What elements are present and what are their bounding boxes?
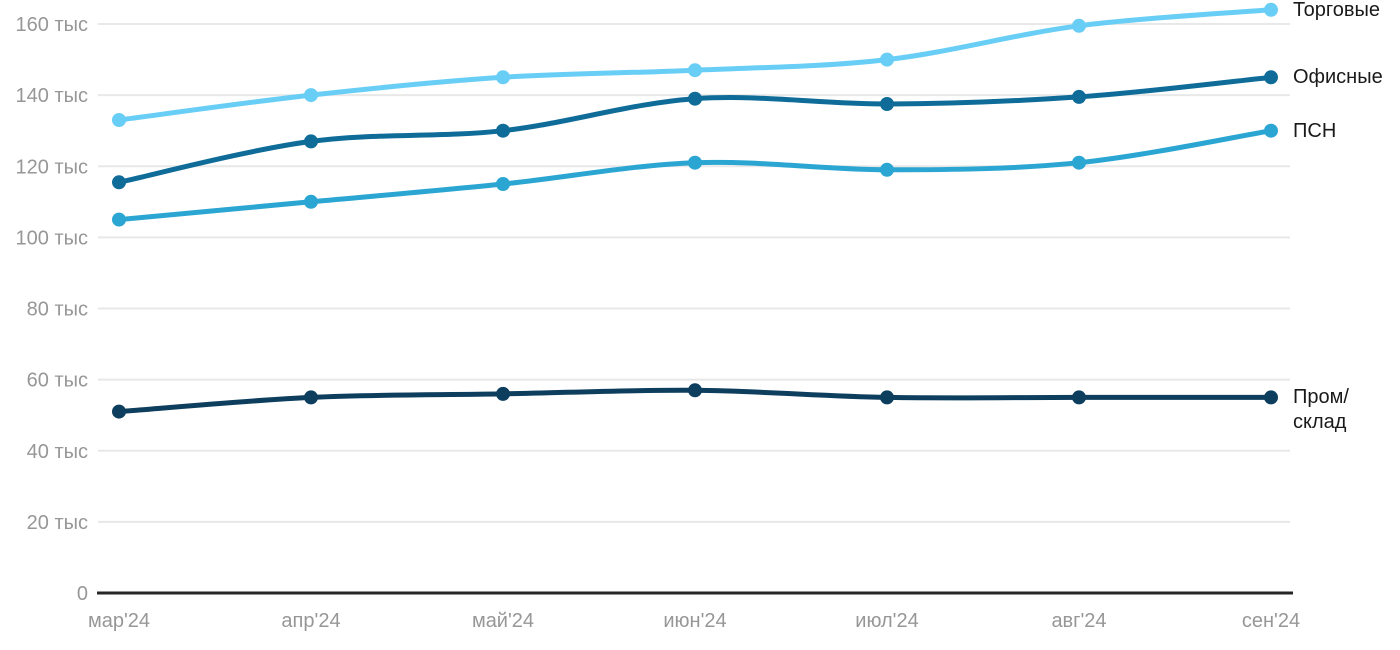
data-point [496,177,510,191]
x-tick-label: мар'24 [88,610,150,632]
data-point [880,52,894,67]
y-tick-label: 40 тыс [27,441,88,463]
data-point [688,63,702,78]
y-tick-label: 120 тыс [16,156,88,178]
y-tick-label: 0 [77,583,88,605]
data-point [688,91,702,106]
data-point [1264,70,1278,85]
y-tick-label: 100 тыс [16,227,88,249]
data-point [688,383,702,398]
x-tick-label: сен'24 [1242,610,1300,632]
x-tick-label: июл'24 [855,610,918,632]
data-point [1264,390,1278,405]
data-point [1072,155,1086,170]
y-tick-label: 80 тыс [27,299,88,321]
y-tick-label: 140 тыс [16,85,88,107]
data-point [112,113,126,127]
data-point [1072,18,1086,33]
data-point [304,390,318,405]
data-point [880,390,894,405]
data-point [880,97,894,111]
x-tick-label: май'24 [472,610,534,632]
data-point [1072,89,1086,104]
x-tick-label: апр'24 [281,610,340,632]
data-point [304,134,318,149]
data-point [688,155,702,170]
data-point [112,175,126,190]
data-point [496,70,510,85]
x-tick-label: июн'24 [663,610,726,632]
data-point [1264,123,1278,138]
x-tick-label: авг'24 [1051,610,1106,632]
y-tick-label: 60 тыс [27,370,88,392]
data-point [304,88,318,103]
data-point [112,212,126,227]
data-point [304,194,318,209]
data-point [1264,2,1278,17]
data-point [880,162,894,177]
data-point [112,404,126,419]
y-tick-label: 160 тыс [16,14,88,36]
data-point [496,123,510,138]
data-point [496,386,510,401]
y-tick-label: 20 тыс [27,512,88,534]
data-point [1072,390,1086,405]
